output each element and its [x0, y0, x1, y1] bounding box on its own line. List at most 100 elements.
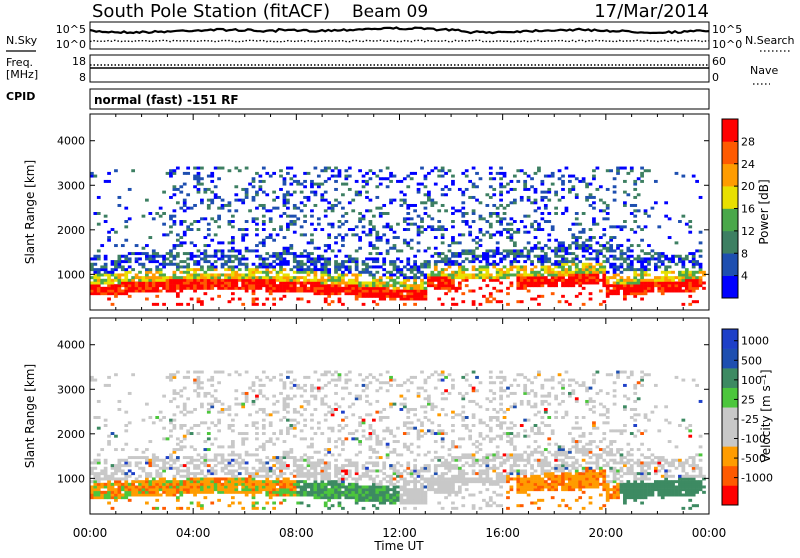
velocity-cell [286, 451, 290, 454]
power-cell [513, 252, 517, 255]
power-cell [145, 257, 149, 260]
power-cell [365, 233, 369, 236]
power-cell [602, 300, 606, 303]
velocity-cell [173, 427, 177, 430]
power-cell [571, 236, 575, 239]
velocity-cell [420, 488, 424, 491]
velocity-cell [276, 411, 280, 414]
velocity-cell [314, 496, 318, 499]
power-cell [276, 279, 280, 282]
velocity-cell [386, 389, 390, 392]
velocity-cell [265, 469, 269, 472]
power-cell [111, 284, 115, 287]
power-cell [592, 223, 596, 226]
power-cell [448, 284, 452, 287]
velocity-cell [107, 376, 111, 379]
power-cell [688, 279, 692, 282]
power-cell [320, 265, 324, 268]
power-cell [259, 271, 263, 274]
power-cell [176, 167, 180, 170]
velocity-cell [252, 467, 256, 470]
power-cell [561, 196, 565, 199]
power-cell [444, 268, 448, 271]
velocity-cell [190, 432, 194, 435]
power-cell [510, 217, 514, 220]
power-cell [128, 188, 132, 191]
power-cell [599, 263, 603, 266]
power-cell [386, 295, 390, 298]
power-cell [468, 233, 472, 236]
power-cell [310, 183, 314, 186]
power-cell [169, 263, 173, 266]
velocity-cell [255, 469, 259, 472]
power-cell [334, 199, 338, 202]
velocity-cell [451, 485, 455, 488]
power-cell [434, 279, 438, 282]
velocity-cell [310, 427, 314, 430]
power-cell [558, 273, 562, 276]
power-cell [128, 257, 132, 260]
power-cell [537, 223, 541, 226]
power-cell [592, 281, 596, 284]
velocity-cell [252, 424, 256, 427]
power-cell [671, 255, 675, 258]
velocity-cell [193, 483, 197, 486]
power-cell [561, 268, 565, 271]
velocity-cell [424, 480, 428, 483]
velocity-cell [324, 467, 328, 470]
velocity-cell [121, 488, 125, 491]
power-cell [93, 281, 97, 284]
power-cell [231, 247, 235, 250]
power-cell [214, 249, 218, 252]
power-cell [279, 175, 283, 178]
power-cell [279, 290, 283, 293]
power-cell [479, 177, 483, 180]
power-cell [324, 279, 328, 282]
power-cell [599, 236, 603, 239]
power-cell [396, 295, 400, 298]
power-cell [441, 273, 445, 276]
power-cell [420, 284, 424, 287]
power-cell [344, 220, 348, 223]
power-cell [331, 292, 335, 295]
velocity-cell [262, 427, 266, 430]
power-cell [540, 295, 544, 298]
power-cell [375, 279, 379, 282]
power-cell [200, 201, 204, 204]
velocity-cell [441, 491, 445, 494]
velocity-cell [90, 491, 94, 494]
velocity-cell [186, 485, 190, 488]
power-cell [695, 279, 699, 282]
velocity-cell [413, 413, 417, 416]
velocity-cell [293, 384, 297, 387]
power-cell [369, 199, 373, 202]
power-cell [582, 212, 586, 215]
power-cell [228, 260, 232, 263]
velocity-cell [248, 387, 252, 390]
power-cell [104, 292, 108, 295]
velocity-cell [228, 488, 232, 491]
power-cell [265, 252, 269, 255]
power-cell [671, 290, 675, 293]
power-cell [241, 255, 245, 258]
velocity-cell [210, 379, 214, 382]
power-cell [200, 177, 204, 180]
velocity-cell [413, 491, 417, 494]
power-cell [355, 290, 359, 293]
velocity-cell [341, 464, 345, 467]
velocity-cell [200, 483, 204, 486]
power-cell [228, 169, 232, 172]
velocity-cell [152, 477, 156, 480]
power-cell [293, 284, 297, 287]
power-cell [510, 180, 514, 183]
power-cell [585, 196, 589, 199]
velocity-cell [372, 464, 376, 467]
power-cell [678, 284, 682, 287]
power-cell [582, 241, 586, 244]
velocity-cell [362, 488, 366, 491]
power-cell [571, 241, 575, 244]
velocity-cell [176, 467, 180, 470]
power-cell [310, 260, 314, 263]
velocity-cell [365, 384, 369, 387]
velocity-cell [420, 421, 424, 424]
